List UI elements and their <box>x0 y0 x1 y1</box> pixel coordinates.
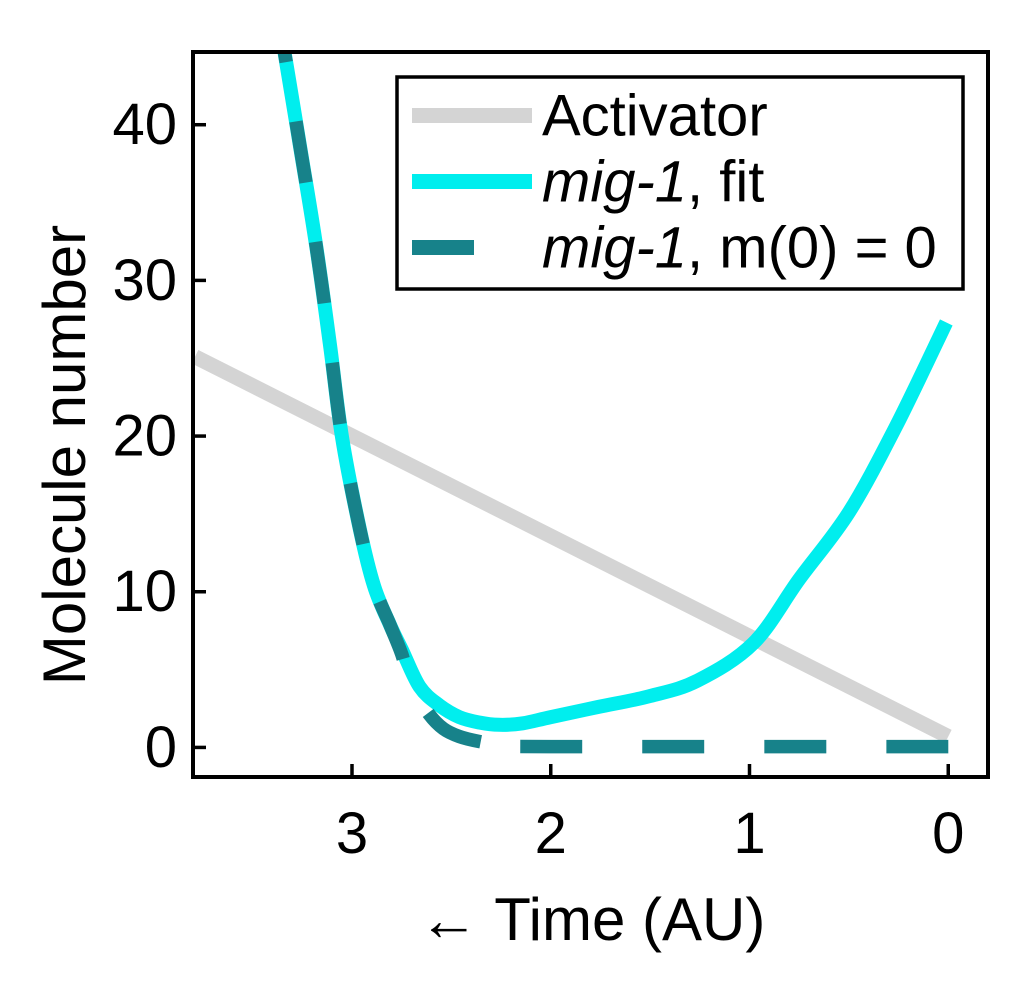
x-axis-label: ← Time (AU) <box>419 886 766 953</box>
legend-label-activator: Activator <box>542 83 768 148</box>
activator-line <box>193 349 952 744</box>
y-tick-label: 40 <box>112 92 177 157</box>
mig1-fit-curve <box>277 52 953 732</box>
legend-label-mig1-fit: mig-1, fit <box>542 149 764 214</box>
x-tick-label: 1 <box>733 801 765 866</box>
x-tick-label: 3 <box>336 801 368 866</box>
mig1-m0-dashed-curve <box>277 52 949 754</box>
plot-curves <box>193 52 953 754</box>
y-tick-label: 20 <box>112 404 177 469</box>
y-axis-label: Molecule number <box>31 225 98 685</box>
plot-frame <box>191 50 990 779</box>
y-tick-label: 0 <box>145 715 177 780</box>
y-tick-label: 10 <box>112 559 177 624</box>
x-tick-label: 0 <box>932 801 964 866</box>
legend: Activator mig-1, fit mig-1, m(0) = 0 <box>395 75 965 291</box>
x-tick-label: 2 <box>535 801 567 866</box>
legend-label-mig1-m0: mig-1, m(0) = 0 <box>542 215 937 280</box>
y-axis-ticks: 0 10 20 30 40 <box>112 92 206 780</box>
x-axis-ticks: 3 2 1 0 <box>336 764 964 866</box>
y-tick-label: 30 <box>112 248 177 313</box>
